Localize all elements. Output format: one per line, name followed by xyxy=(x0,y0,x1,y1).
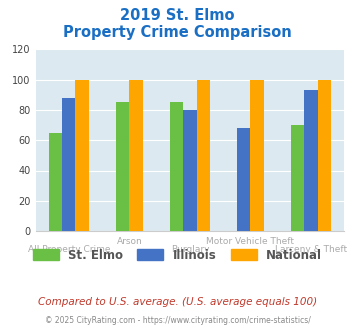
Bar xyxy=(237,128,251,231)
Text: Compared to U.S. average. (U.S. average equals 100): Compared to U.S. average. (U.S. average … xyxy=(38,297,317,307)
Text: © 2025 CityRating.com - https://www.cityrating.com/crime-statistics/: © 2025 CityRating.com - https://www.city… xyxy=(45,316,310,325)
Bar xyxy=(197,80,210,231)
Bar xyxy=(76,80,89,231)
Bar xyxy=(318,80,331,231)
Bar xyxy=(129,80,143,231)
Bar xyxy=(170,102,183,231)
Text: Burglary: Burglary xyxy=(171,245,209,254)
Text: 2019 St. Elmo: 2019 St. Elmo xyxy=(120,8,235,23)
Bar xyxy=(49,133,62,231)
Bar xyxy=(62,98,76,231)
Bar xyxy=(183,110,197,231)
Text: Motor Vehicle Theft: Motor Vehicle Theft xyxy=(207,237,295,246)
Bar xyxy=(251,80,264,231)
Text: Arson: Arson xyxy=(116,237,142,246)
Bar xyxy=(116,102,129,231)
Bar xyxy=(304,90,318,231)
Bar xyxy=(291,125,304,231)
Text: Property Crime Comparison: Property Crime Comparison xyxy=(63,25,292,40)
Legend: St. Elmo, Illinois, National: St. Elmo, Illinois, National xyxy=(28,244,327,266)
Text: All Property Crime: All Property Crime xyxy=(28,245,110,254)
Text: Larceny & Theft: Larceny & Theft xyxy=(275,245,347,254)
